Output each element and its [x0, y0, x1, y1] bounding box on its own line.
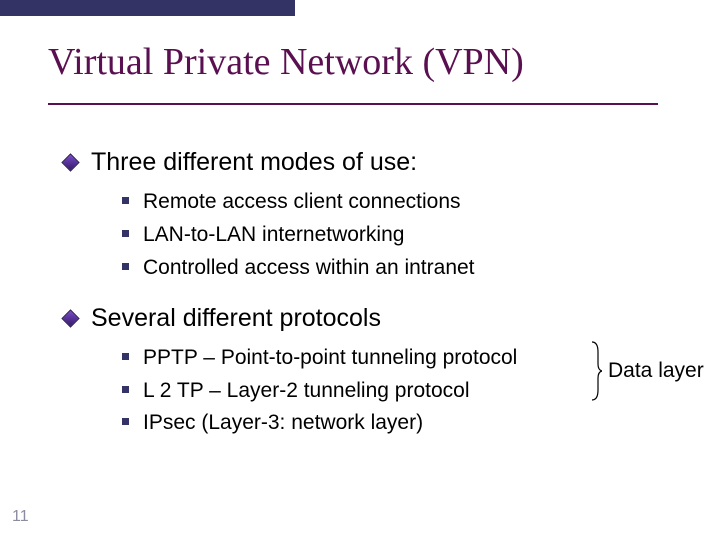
slide: Virtual Private Network (VPN) Three diff… [0, 0, 720, 540]
title-accent-bar [0, 0, 295, 16]
section-heading-row: Several different protocols [64, 304, 664, 333]
list-item-text: Controlled access within an intranet [143, 255, 475, 282]
list-item-text: LAN-to-LAN internetworking [143, 222, 404, 249]
list-item-text: PPTP – Point-to-point tunneling protocol [143, 345, 517, 372]
list-item-text: IPsec (Layer-3: network layer) [143, 410, 423, 437]
list-item-text: Remote access client connections [143, 189, 461, 216]
section-heading: Three different modes of use: [91, 148, 417, 177]
title-underline [48, 103, 658, 105]
page-number: 11 [12, 508, 29, 526]
diamond-bullet-icon [61, 153, 79, 171]
square-bullet-icon [122, 386, 129, 393]
list-item: PPTP – Point-to-point tunneling protocol [122, 345, 664, 372]
square-bullet-icon [122, 263, 129, 270]
bracket-annotation: Data layer [590, 340, 700, 402]
sub-list: PPTP – Point-to-point tunneling protocol… [122, 345, 664, 438]
square-bullet-icon [122, 353, 129, 360]
list-item-text: L 2 TP – Layer-2 tunneling protocol [143, 378, 470, 405]
sub-list: Remote access client connections LAN-to-… [122, 189, 664, 282]
slide-title: Virtual Private Network (VPN) [48, 40, 720, 84]
content-area: Three different modes of use: Remote acc… [64, 148, 664, 459]
section-heading: Several different protocols [91, 304, 381, 333]
list-item: L 2 TP – Layer-2 tunneling protocol [122, 378, 664, 405]
square-bullet-icon [122, 418, 129, 425]
list-item: LAN-to-LAN internetworking [122, 222, 664, 249]
square-bullet-icon [122, 197, 129, 204]
section-heading-row: Three different modes of use: [64, 148, 664, 177]
list-item: Remote access client connections [122, 189, 664, 216]
square-bullet-icon [122, 230, 129, 237]
title-bar-row [0, 0, 720, 16]
list-item: IPsec (Layer-3: network layer) [122, 410, 664, 437]
list-item: Controlled access within an intranet [122, 255, 664, 282]
bracket-label: Data layer [608, 359, 704, 383]
curly-bracket-icon [590, 340, 602, 402]
diamond-bullet-icon [61, 309, 79, 327]
